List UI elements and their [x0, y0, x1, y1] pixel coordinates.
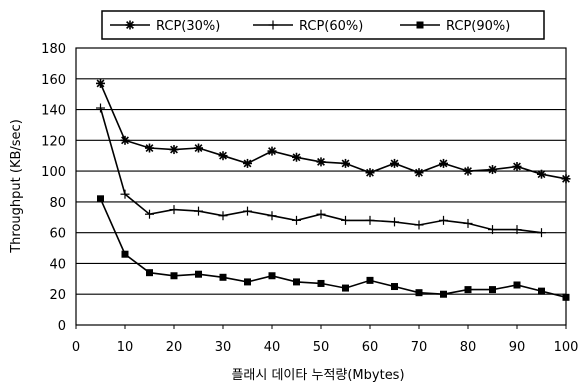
series-1-point [463, 166, 473, 176]
x-tick-label: 30 [215, 340, 232, 355]
series-1-point [120, 135, 130, 145]
y-tick-label: 80 [49, 196, 66, 211]
y-tick-label: 20 [49, 288, 66, 303]
y-tick-label: 140 [41, 104, 66, 119]
series-1-point [488, 165, 497, 175]
series-3-point [366, 276, 374, 284]
series-2-point [292, 215, 301, 225]
series-1-point [390, 158, 399, 168]
y-tick-label: 120 [41, 134, 66, 149]
series-1-point [561, 174, 571, 184]
series-3-point [244, 278, 251, 286]
series-1-point [243, 158, 252, 168]
series-3-point [415, 289, 423, 297]
series-1-point [169, 145, 179, 155]
series-2-point [512, 225, 522, 235]
x-tick-label: 40 [264, 340, 281, 355]
series-1-point [341, 158, 350, 168]
series-3-point [219, 273, 227, 281]
series-1-point [316, 157, 326, 167]
y-tick-label: 0 [58, 319, 66, 334]
legend-item: RCP(60%) [253, 19, 363, 34]
series-3-point [440, 290, 447, 298]
series-2-point [267, 211, 277, 221]
x-axis-title: 플래시 데이타 누적량(Mbytes) [231, 368, 404, 383]
series-2-point [414, 220, 424, 230]
y-tick-label: 100 [41, 165, 66, 180]
series-3-point [342, 284, 349, 292]
legend-label: RCP(30%) [156, 19, 220, 34]
series-3-point [146, 269, 153, 277]
series-2-point [96, 103, 105, 113]
x-tick-label: 0 [72, 340, 80, 355]
series-line-1 [99, 83, 567, 180]
series-1-point [439, 158, 448, 168]
series-3-point [513, 281, 521, 289]
series-3-point [170, 272, 178, 280]
series-2-point [365, 215, 375, 225]
series-3-point [121, 250, 129, 258]
series-3-point [195, 270, 202, 278]
series-2-point [537, 228, 546, 238]
series-2-point [316, 209, 326, 219]
y-tick-label: 40 [49, 257, 66, 272]
series-2-point [390, 217, 399, 227]
series-3-point [293, 278, 300, 286]
series-1-point [365, 168, 375, 178]
series-3-point [391, 283, 398, 291]
x-tick-label: 50 [313, 340, 330, 355]
series-2-point [243, 206, 252, 216]
legend-item: RCP(90%) [400, 19, 510, 34]
x-tick-label: 60 [362, 340, 379, 355]
series-2-point [439, 215, 448, 225]
series-1-point [414, 168, 424, 178]
series-2-point [194, 206, 203, 216]
x-tick-label: 10 [117, 340, 134, 355]
legend-marker [416, 21, 424, 29]
series-3-point [464, 286, 472, 294]
series-line-3 [99, 198, 567, 299]
x-tick-label: 90 [509, 340, 526, 355]
y-tick-label: 60 [49, 227, 66, 242]
series-3-point [268, 272, 276, 280]
y-tick-label: 180 [41, 42, 66, 57]
series-2-point [341, 215, 350, 225]
legend-marker [125, 20, 135, 30]
legend-label: RCP(90%) [446, 19, 510, 34]
series-1-point [145, 143, 154, 153]
series-1-point [292, 152, 301, 162]
series-2-point [463, 218, 473, 228]
series-3-point [317, 279, 325, 287]
y-axis-title: Throughput (KB/sec) [9, 119, 24, 254]
series-3-point [489, 286, 496, 294]
series-1-point [537, 169, 546, 179]
series-2-point [120, 189, 130, 199]
series-1-point [267, 146, 277, 156]
legend-box [101, 10, 545, 40]
series-2-point [488, 225, 497, 235]
series-3-point [538, 287, 545, 295]
series-2-point [169, 205, 179, 215]
series-1-point [96, 78, 105, 88]
legend: RCP(30%) RCP(60%) RCP(90%) [101, 10, 545, 40]
x-tick-label: 80 [460, 340, 477, 355]
x-tick-label: 20 [166, 340, 183, 355]
y-tick-label: 160 [41, 73, 66, 88]
series-3-point [97, 195, 104, 203]
x-tick-label: 100 [554, 340, 579, 355]
series-1-point [218, 151, 228, 161]
x-tick-label: 70 [411, 340, 428, 355]
series-1-point [512, 161, 522, 171]
series-3-point [562, 293, 570, 301]
series-2-point [218, 211, 228, 221]
legend-marker [268, 20, 278, 30]
series-1-point [194, 143, 203, 153]
series-2-point [145, 209, 154, 219]
legend-label: RCP(60%) [299, 19, 363, 34]
legend-item: RCP(30%) [110, 19, 220, 34]
